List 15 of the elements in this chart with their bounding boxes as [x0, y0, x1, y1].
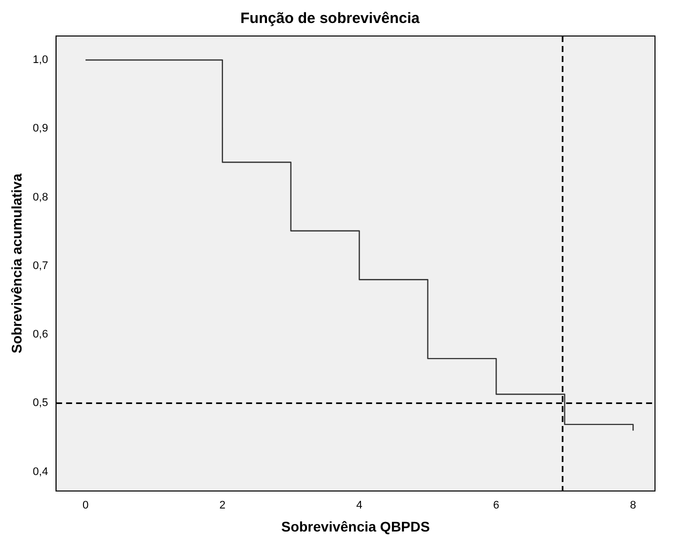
y-tick-label: 0,9	[32, 122, 48, 135]
chart-title: Função de sobrevivência	[240, 10, 420, 28]
x-tick-label: 4	[356, 500, 362, 512]
y-tick-label: 0,6	[32, 328, 48, 341]
x-tick-label: 2	[219, 500, 226, 512]
y-tick-label: 1,0	[32, 54, 48, 66]
y-tick-label: 0,5	[32, 397, 48, 410]
y-tick-label: 0,7	[32, 260, 48, 272]
y-tick-label: 0,8	[32, 191, 48, 204]
x-axis-title: Sobrevivência QBPDS	[281, 518, 430, 534]
x-tick-label: 0	[82, 500, 89, 512]
x-tick-label: 6	[493, 500, 500, 512]
y-axis-title: Sobrevivência acumulativa	[8, 173, 24, 354]
y-tick-label: 0,4	[32, 466, 48, 478]
x-tick-label: 8	[630, 500, 636, 512]
